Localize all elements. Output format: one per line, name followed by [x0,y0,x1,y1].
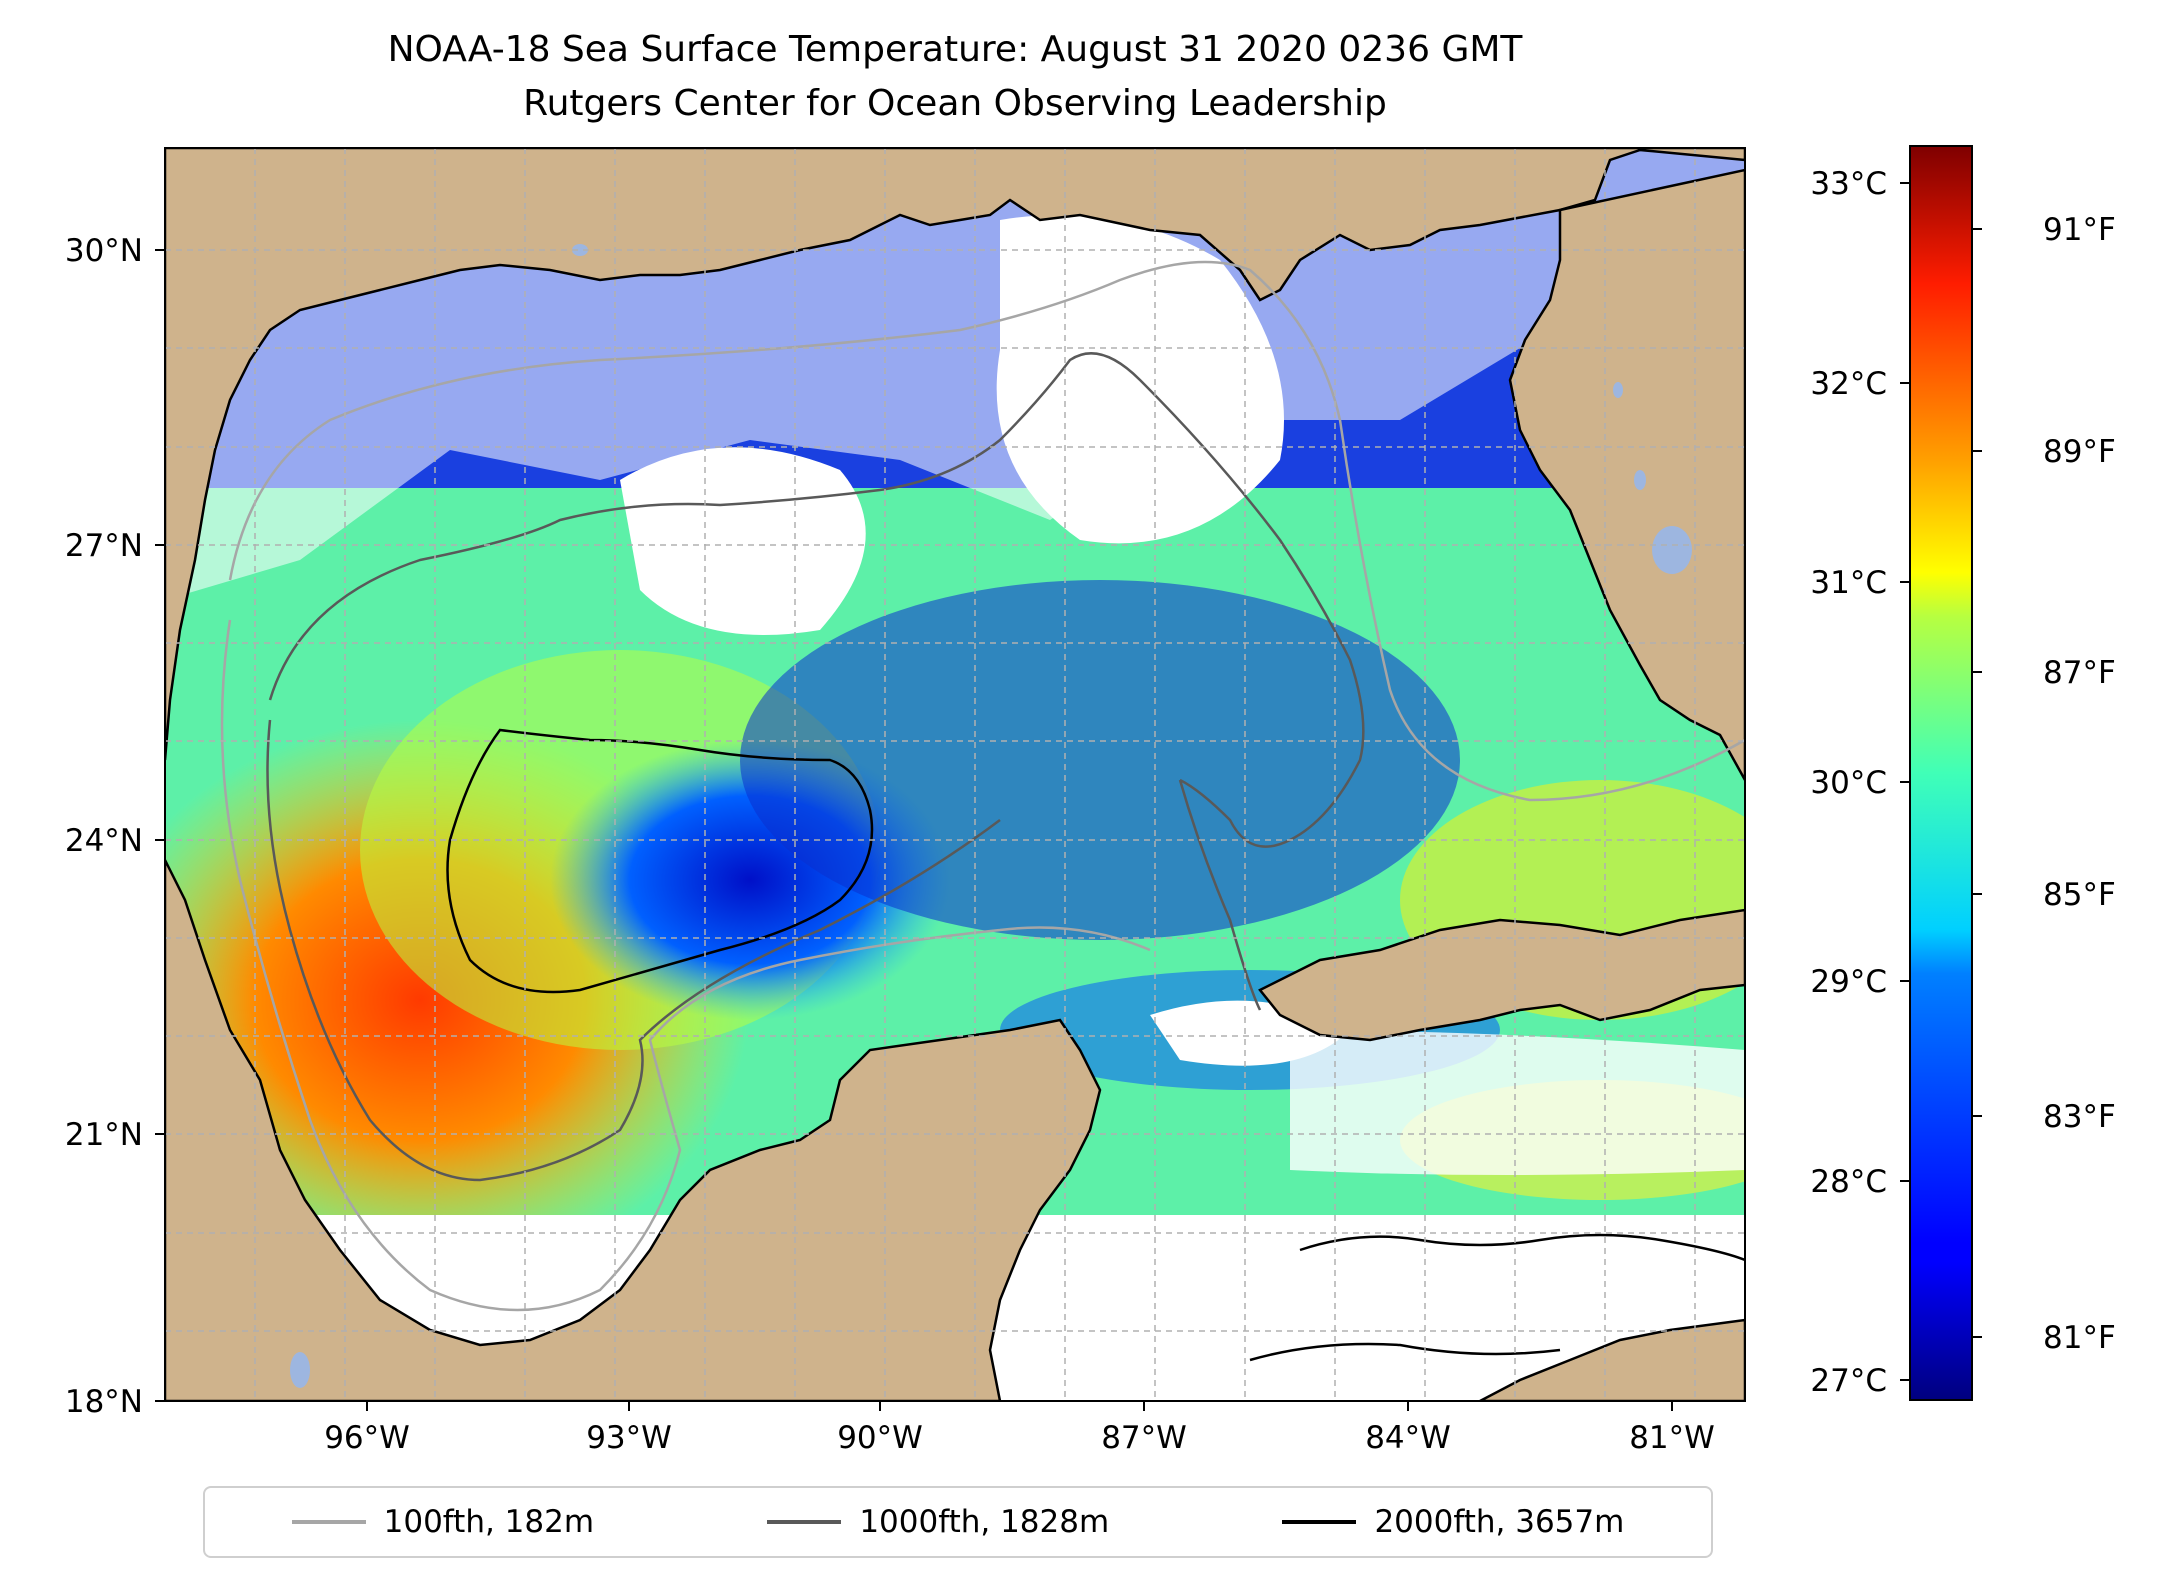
lat-tick-labels: 30°N 27°N 24°N 21°N 18°N [65,233,143,1420]
legend-item-1000fth: 1000fth, 1828m [767,1504,1109,1540]
colorbar-tick-81f: 81°F [2043,1320,2116,1356]
legend-label-100fth: 100fth, 182m [383,1504,595,1540]
legend-label-1000fth: 1000fth, 1828m [859,1504,1110,1540]
colorbar-tick-33c: 33°C [1810,166,1887,202]
lat-tick-24n: 24°N [65,823,143,859]
isobath-1000fth [266,352,1365,1182]
lon-tick-93w: 93°W [586,1420,672,1456]
lakes [290,244,1692,1388]
lat-tick-18n: 18°N [65,1384,143,1420]
lat-tick-21n: 21°N [65,1117,143,1153]
isobath-legend: 100fth, 182m 1000fth, 1828m 2000fth, 365… [203,1486,1713,1558]
colorbar-tick-31c: 31°C [1810,565,1887,601]
colorbar-tick-27c: 27°C [1810,1363,1887,1399]
colorbar-tick-29c: 29°C [1810,964,1887,1000]
lon-tick-90w: 90°W [837,1420,923,1456]
colorbar-tick-28c: 28°C [1810,1164,1887,1200]
legend-swatch-1000fth [767,1520,842,1524]
legend-label-2000fth: 2000fth, 3657m [1374,1504,1625,1540]
colorbar-gradient [1909,145,1973,1401]
isobath-100fth [220,260,1745,1312]
colorbar-tick-32c: 32°C [1810,366,1887,402]
map-frame [164,147,1746,1402]
legend-swatch-2000fth [1282,1520,1357,1524]
isobath-2000fth [446,728,1745,1362]
lat-tick-30n: 30°N [65,233,143,269]
colorbar-tick-91f: 91°F [2043,212,2116,248]
colorbar-tick-89f: 89°F [2043,434,2116,470]
map-axes [155,249,1673,1411]
lon-tick-87w: 87°W [1101,1420,1187,1456]
legend-item-100fth: 100fth, 182m [291,1504,595,1540]
lon-tick-84w: 84°W [1365,1420,1451,1456]
lon-tick-96w: 96°W [324,1420,410,1456]
map-subtitle: Rutgers Center for Ocean Observing Leade… [523,83,1387,124]
colorbar-tick-87f: 87°F [2043,655,2116,691]
legend-item-2000fth: 2000fth, 3657m [1282,1504,1624,1540]
colorbar-tick-83f: 83°F [2043,1099,2116,1135]
colorbar-tick-30c: 30°C [1810,765,1887,801]
legend-swatch-100fth [291,1520,366,1524]
lon-tick-81w: 81°W [1629,1420,1715,1456]
lon-tick-labels: 96°W 93°W 90°W 87°W 84°W 81°W [324,1420,1715,1456]
colorbar: 33°C 32°C 31°C 30°C 29°C 28°C 27°C 91°F … [1810,145,2116,1401]
colorbar-tick-85f: 85°F [2043,877,2116,913]
map-title: NOAA-18 Sea Surface Temperature: August … [387,29,1523,70]
lat-tick-27n: 27°N [65,528,143,564]
land [165,148,1745,1401]
map-area [165,148,1745,1401]
